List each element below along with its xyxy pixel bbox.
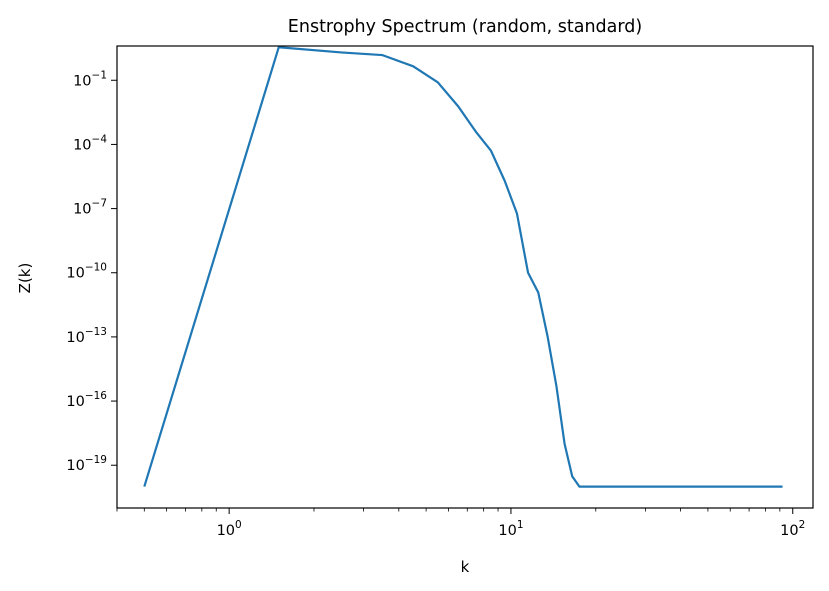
y-tick-label: 10−7	[73, 198, 107, 218]
y-tick-label: 10−10	[66, 262, 107, 282]
y-tick-label: 10−16	[66, 390, 107, 410]
y-tick-label: 10−4	[73, 133, 107, 153]
x-axis-ticks: 100 101 102	[217, 508, 805, 539]
x-tick-label: 101	[498, 519, 523, 539]
y-axis-label: Z(k)	[16, 263, 34, 294]
plot-frame	[116, 45, 814, 509]
series-line	[143, 46, 783, 488]
y-tick-label: 10−1	[73, 69, 107, 89]
series-layer	[143, 46, 783, 488]
y-tick-label: 10−13	[66, 326, 107, 346]
chart-title: Enstrophy Spectrum (random, standard)	[288, 17, 642, 37]
y-axis-ticks: 10−1 10−4 10−7 10−10 10−13 10−16 10−19	[66, 69, 117, 474]
x-axis-label: k	[461, 558, 470, 576]
y-tick-label: 10−19	[66, 454, 107, 474]
x-tick-label: 102	[780, 519, 805, 539]
x-tick-label: 100	[217, 519, 242, 539]
